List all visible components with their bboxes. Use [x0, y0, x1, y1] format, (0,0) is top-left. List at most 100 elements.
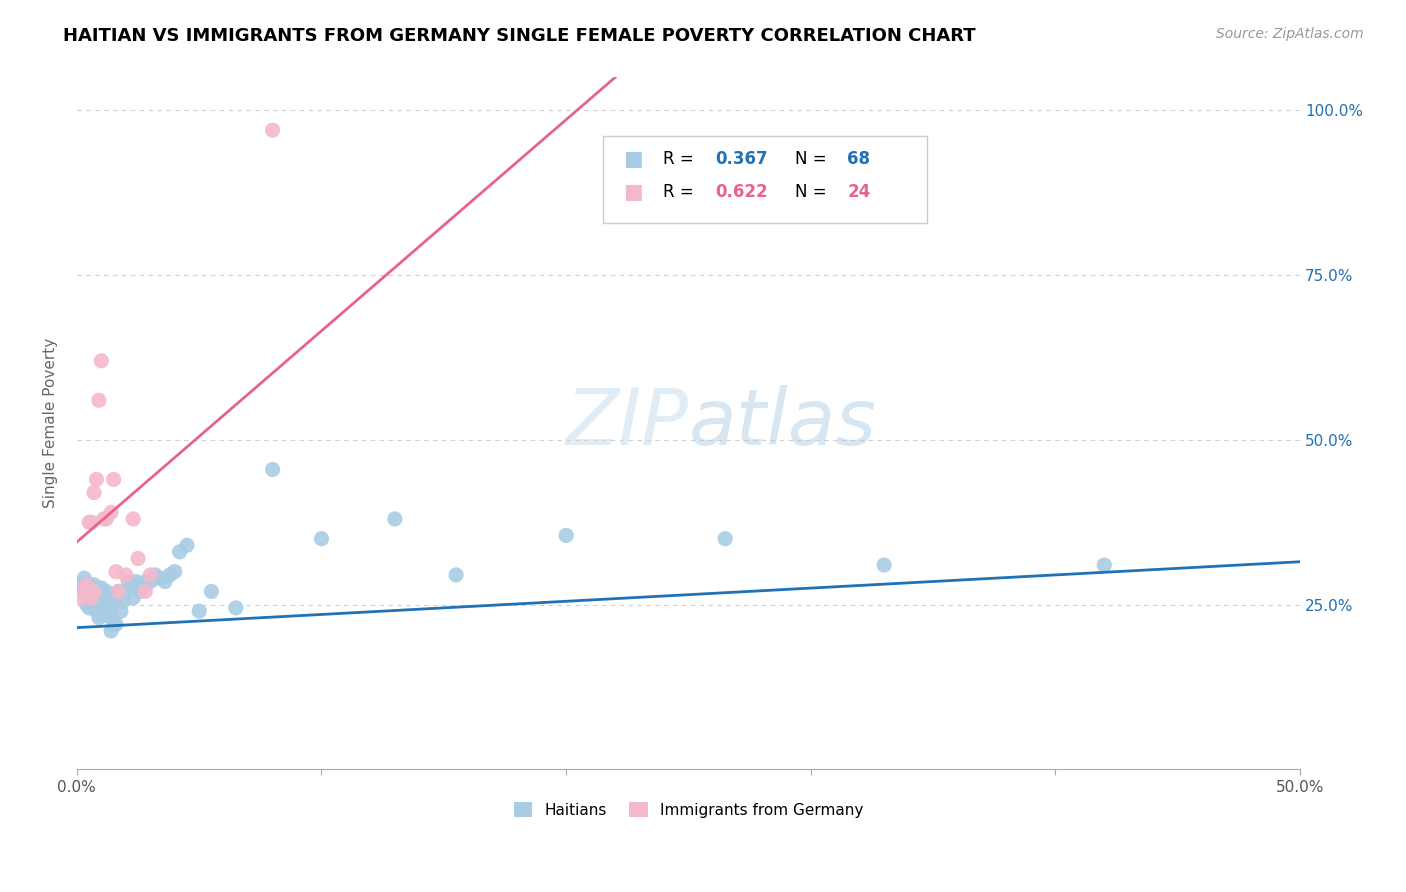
Point	[112, 594, 135, 608]
Point	[80, 594, 103, 608]
Text: R =: R =	[662, 183, 699, 201]
Point	[76, 588, 98, 602]
Point	[873, 558, 896, 572]
Point	[149, 571, 172, 585]
Point	[76, 578, 98, 592]
Point	[114, 568, 136, 582]
Point	[83, 578, 105, 592]
Point	[127, 578, 149, 592]
Point	[100, 611, 122, 625]
Point	[134, 584, 156, 599]
Point	[129, 584, 152, 599]
Point	[555, 528, 578, 542]
Point	[107, 584, 129, 599]
Point	[103, 617, 125, 632]
Text: 68: 68	[848, 150, 870, 168]
Point	[188, 604, 211, 618]
Text: R =: R =	[662, 150, 699, 168]
Point	[73, 584, 96, 599]
Point	[122, 591, 145, 605]
Point	[100, 624, 122, 638]
Point	[132, 578, 155, 592]
Text: HAITIAN VS IMMIGRANTS FROM GERMANY SINGLE FEMALE POVERTY CORRELATION CHART: HAITIAN VS IMMIGRANTS FROM GERMANY SINGL…	[63, 27, 976, 45]
Point	[159, 568, 181, 582]
Point	[83, 584, 105, 599]
FancyBboxPatch shape	[603, 136, 927, 223]
Point	[73, 584, 96, 599]
Point	[80, 515, 103, 529]
Point	[107, 584, 129, 599]
Point	[103, 598, 125, 612]
Point	[77, 591, 100, 605]
Point	[90, 594, 112, 608]
Point	[87, 393, 110, 408]
Text: ■: ■	[624, 182, 644, 202]
Point	[77, 515, 100, 529]
Point	[169, 545, 191, 559]
Text: Source: ZipAtlas.com: Source: ZipAtlas.com	[1216, 27, 1364, 41]
Point	[76, 598, 98, 612]
Point	[110, 588, 132, 602]
Point	[97, 604, 120, 618]
Point	[143, 568, 166, 582]
Point	[70, 578, 93, 592]
Point	[86, 594, 108, 608]
Point	[384, 512, 406, 526]
Text: 0.622: 0.622	[716, 183, 768, 201]
Text: 24: 24	[848, 183, 870, 201]
Point	[105, 594, 128, 608]
Legend: Haitians, Immigrants from Germany: Haitians, Immigrants from Germany	[508, 796, 869, 824]
Point	[87, 611, 110, 625]
Point	[311, 532, 333, 546]
Point	[127, 551, 149, 566]
Point	[110, 604, 132, 618]
Point	[262, 462, 284, 476]
Point	[225, 600, 247, 615]
Point	[163, 565, 186, 579]
Point	[714, 532, 737, 546]
Point	[97, 588, 120, 602]
Text: N =: N =	[794, 150, 832, 168]
Point	[87, 588, 110, 602]
Point	[93, 512, 115, 526]
Point	[96, 600, 118, 615]
Point	[90, 353, 112, 368]
Point	[114, 584, 136, 599]
Point	[87, 594, 110, 608]
Point	[83, 485, 105, 500]
Y-axis label: Single Female Poverty: Single Female Poverty	[44, 338, 58, 508]
Point	[117, 574, 139, 589]
Point	[80, 591, 103, 605]
Point	[83, 588, 105, 602]
Point	[76, 578, 98, 592]
Point	[77, 584, 100, 599]
Point	[70, 591, 93, 605]
Text: N =: N =	[794, 183, 832, 201]
Point	[100, 505, 122, 519]
Point	[124, 574, 146, 589]
Point	[80, 591, 103, 605]
Point	[103, 472, 125, 486]
Point	[77, 578, 100, 592]
Text: atlas: atlas	[689, 385, 876, 461]
Point	[90, 581, 112, 595]
Point	[96, 584, 118, 599]
Point	[444, 568, 467, 582]
Point	[200, 584, 222, 599]
Text: 0.367: 0.367	[716, 150, 768, 168]
Point	[80, 581, 103, 595]
Point	[93, 600, 115, 615]
Point	[73, 571, 96, 585]
Point	[139, 568, 162, 582]
Point	[122, 512, 145, 526]
Point	[93, 588, 115, 602]
Text: ■: ■	[624, 149, 644, 169]
Point	[105, 565, 128, 579]
Point	[90, 607, 112, 622]
Point	[86, 584, 108, 599]
Point	[134, 574, 156, 589]
Point	[139, 574, 162, 589]
Point	[83, 598, 105, 612]
Point	[1092, 558, 1115, 572]
Point	[262, 123, 284, 137]
